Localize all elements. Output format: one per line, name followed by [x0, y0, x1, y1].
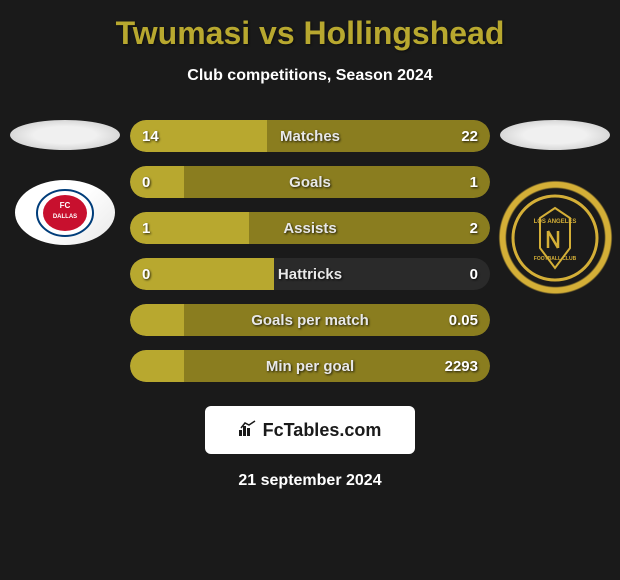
- brand-text: FcTables.com: [263, 420, 382, 441]
- brand-badge[interactable]: FcTables.com: [205, 406, 415, 454]
- club-badge-right: LOS ANGELES FOOTBALL CLUB: [498, 180, 613, 295]
- stat-bar-right: [184, 166, 490, 198]
- main-container: Twumasi vs Hollingshead Club competition…: [0, 0, 620, 500]
- svg-text:FOOTBALL CLUB: FOOTBALL CLUB: [534, 256, 577, 262]
- page-subtitle: Club competitions, Season 2024: [0, 67, 620, 85]
- player-right-panel: LOS ANGELES FOOTBALL CLUB: [495, 120, 615, 396]
- comparison-area: FC DALLAS 14 Matches 22 0 Goals 1 1 Assists 2 0 Ha…: [0, 120, 620, 396]
- footer-date: 21 september 2024: [0, 472, 620, 490]
- stat-bar-left: [130, 350, 184, 382]
- stat-value-right: 0.05: [449, 312, 478, 329]
- stat-value-left: 0: [142, 266, 150, 283]
- stat-value-left: 1: [142, 220, 150, 237]
- stat-label: Goals per match: [251, 312, 369, 329]
- stat-label: Min per goal: [266, 358, 354, 375]
- stat-value-right: 22: [461, 128, 478, 145]
- stat-row: Goals per match 0.05: [130, 304, 490, 336]
- stat-bar-left: [130, 258, 274, 290]
- svg-text:FC: FC: [60, 201, 71, 210]
- stat-row: 14 Matches 22: [130, 120, 490, 152]
- fc-dallas-logo-icon: FC DALLAS: [35, 188, 95, 238]
- player-left-photo-placeholder: [10, 120, 120, 150]
- stat-value-left: 14: [142, 128, 159, 145]
- stat-value-left: 0: [142, 174, 150, 191]
- svg-text:LOS ANGELES: LOS ANGELES: [534, 219, 577, 225]
- stat-bar-left: [130, 304, 184, 336]
- lafc-logo-icon: LOS ANGELES FOOTBALL CLUB: [510, 193, 600, 283]
- stat-label: Assists: [283, 220, 336, 237]
- stat-bar-left: [130, 166, 184, 198]
- stat-value-right: 0: [470, 266, 478, 283]
- svg-text:DALLAS: DALLAS: [53, 214, 77, 220]
- stat-row: 0 Hattricks 0: [130, 258, 490, 290]
- player-right-photo-placeholder: [500, 120, 610, 150]
- page-title: Twumasi vs Hollingshead: [0, 15, 620, 52]
- stat-row: 0 Goals 1: [130, 166, 490, 198]
- player-left-panel: FC DALLAS: [5, 120, 125, 396]
- stat-value-right: 1: [470, 174, 478, 191]
- chart-icon: [239, 420, 259, 441]
- stat-row: Min per goal 2293: [130, 350, 490, 382]
- stat-value-right: 2293: [445, 358, 478, 375]
- stat-label: Matches: [280, 128, 340, 145]
- stat-value-right: 2: [470, 220, 478, 237]
- club-badge-left: FC DALLAS: [15, 180, 115, 245]
- stat-label: Hattricks: [278, 266, 342, 283]
- stat-label: Goals: [289, 174, 331, 191]
- stat-row: 1 Assists 2: [130, 212, 490, 244]
- stats-center: 14 Matches 22 0 Goals 1 1 Assists 2 0 Hattricks 0 Go…: [125, 120, 495, 396]
